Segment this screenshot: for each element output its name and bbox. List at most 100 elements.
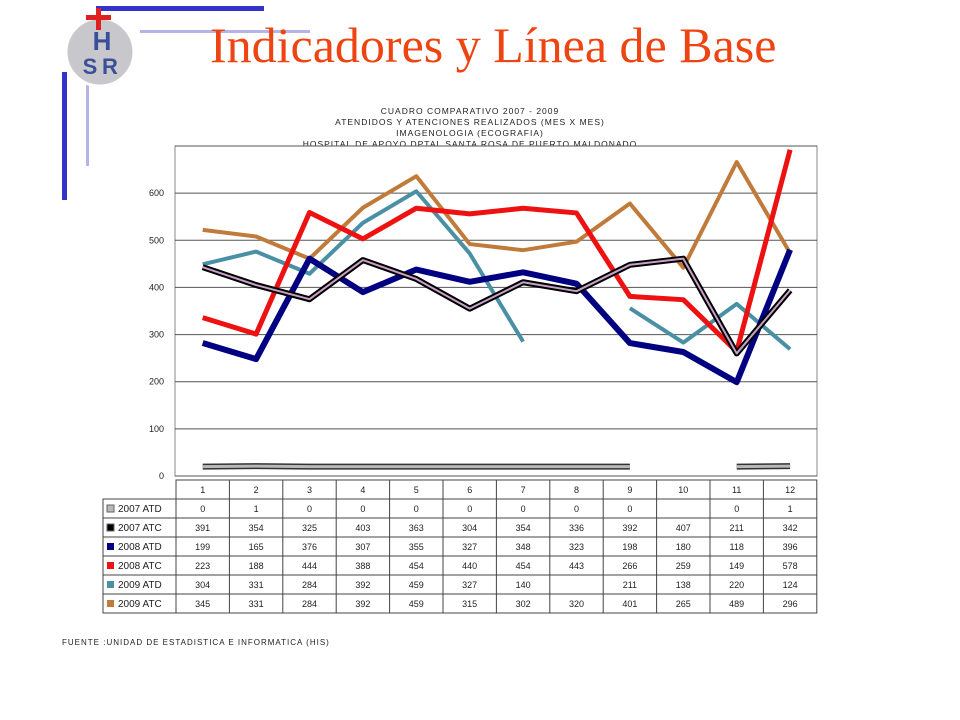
- data-label: 354: [516, 523, 531, 533]
- x-tick-label: 12: [785, 485, 795, 495]
- y-tick-label: 600: [149, 188, 164, 198]
- data-label: 211: [623, 580, 637, 590]
- y-tick-label: 0: [159, 471, 164, 481]
- data-label: 0: [307, 504, 312, 514]
- data-label: 296: [783, 599, 798, 609]
- legend-label: 2008 ATD: [118, 542, 162, 553]
- source-note: FUENTE :UNIDAD DE ESTADISTICA E INFORMAT…: [62, 638, 330, 647]
- legend-swatch: [107, 600, 114, 607]
- legend-label: 2009 ATD: [118, 580, 162, 591]
- data-label: 1: [788, 504, 793, 514]
- data-label: 265: [676, 599, 691, 609]
- data-label: 304: [462, 523, 477, 533]
- data-label: 354: [249, 523, 264, 533]
- data-label: 363: [409, 523, 424, 533]
- data-label: 320: [569, 599, 584, 609]
- data-label: 392: [355, 599, 370, 609]
- data-label: 331: [249, 580, 264, 590]
- data-label: 259: [676, 561, 691, 571]
- data-label: 392: [622, 523, 637, 533]
- data-label: 396: [783, 542, 798, 552]
- data-label: 118: [730, 542, 744, 552]
- data-label: 440: [462, 561, 477, 571]
- data-label: 0: [521, 504, 526, 514]
- data-label: 304: [195, 580, 210, 590]
- x-tick-label: 8: [574, 485, 579, 495]
- data-label: 454: [409, 561, 424, 571]
- x-tick-label: 6: [467, 485, 472, 495]
- data-label: 302: [516, 599, 531, 609]
- svg-text:H: H: [93, 26, 112, 56]
- data-label: 459: [409, 580, 424, 590]
- data-label: 443: [569, 561, 584, 571]
- chart-title: CUADRO COMPARATIVO 2007 - 2009ATENDIDOS …: [303, 106, 638, 149]
- legend-swatch: [107, 581, 114, 588]
- y-tick-label: 400: [149, 282, 164, 292]
- x-tick-label: 2: [254, 485, 259, 495]
- x-tick-label: 1: [200, 485, 205, 495]
- data-label: 444: [302, 561, 317, 571]
- data-label: 199: [195, 542, 210, 552]
- data-label: 388: [355, 561, 370, 571]
- data-label: 138: [676, 580, 691, 590]
- data-label: 336: [569, 523, 584, 533]
- x-tick-label: 4: [360, 485, 365, 495]
- data-label: 284: [302, 599, 317, 609]
- data-label: 124: [783, 580, 798, 590]
- x-tick-label: 5: [414, 485, 419, 495]
- page-title: Indicadores y Línea de Base: [210, 17, 777, 73]
- data-label: 0: [360, 504, 365, 514]
- legend-label: 2007 ATD: [118, 504, 162, 515]
- data-label: 211: [730, 523, 744, 533]
- data-label: 188: [249, 561, 264, 571]
- chart-title-line: CUADRO COMPARATIVO 2007 - 2009: [381, 106, 559, 116]
- data-label: 403: [355, 523, 370, 533]
- data-label: 407: [676, 523, 691, 533]
- data-label: 315: [462, 599, 477, 609]
- legend-swatch: [107, 562, 114, 569]
- grid-lines: [175, 145, 817, 477]
- series-line-2009-atd: [202, 189, 525, 343]
- x-tick-label: 10: [678, 485, 688, 495]
- data-label: 198: [622, 542, 637, 552]
- data-label: 489: [729, 599, 744, 609]
- data-label: 348: [516, 542, 531, 552]
- data-label: 459: [409, 599, 424, 609]
- decorative-bar-top: [96, 6, 264, 11]
- data-label: 307: [355, 542, 370, 552]
- data-label: 391: [195, 523, 210, 533]
- svg-text:S: S: [83, 54, 98, 79]
- data-label: 345: [195, 599, 210, 609]
- svg-text:R: R: [102, 54, 118, 79]
- y-axis-ticks: 0 100 200 300 400 500 600: [149, 188, 164, 481]
- y-tick-label: 300: [149, 330, 164, 340]
- data-label: 223: [195, 561, 210, 571]
- data-label: 0: [414, 504, 419, 514]
- legend-swatch: [106, 504, 115, 513]
- data-label: 342: [783, 523, 798, 533]
- data-label: 165: [249, 542, 264, 552]
- data-label: 578: [783, 561, 798, 571]
- legend-swatch: [106, 523, 115, 532]
- y-tick-label: 500: [149, 235, 164, 245]
- data-label: 0: [200, 504, 205, 514]
- x-tick-label: 11: [732, 485, 741, 495]
- series-line-2009-atc: [202, 160, 792, 270]
- chart-title-line: HOSPITAL DE APOYO DPTAL SANTA ROSA DE PU…: [303, 139, 638, 149]
- data-label: 284: [302, 580, 317, 590]
- data-label: 149: [729, 561, 744, 571]
- y-tick-label: 200: [149, 377, 164, 387]
- decorative-bar-left: [62, 72, 67, 200]
- data-label: 266: [622, 561, 637, 571]
- series-line-2008-atd: [201, 248, 793, 386]
- data-label: 376: [302, 542, 317, 552]
- data-label: 323: [569, 542, 584, 552]
- data-label: 140: [516, 580, 531, 590]
- x-tick-label: 3: [307, 485, 312, 495]
- y-tick-label: 100: [149, 424, 164, 434]
- data-label: 0: [467, 504, 472, 514]
- data-label: 325: [302, 523, 317, 533]
- x-tick-label: 9: [627, 485, 632, 495]
- chart-title-line: IMAGENOLOGIA (ECOGRAFIA): [396, 128, 544, 138]
